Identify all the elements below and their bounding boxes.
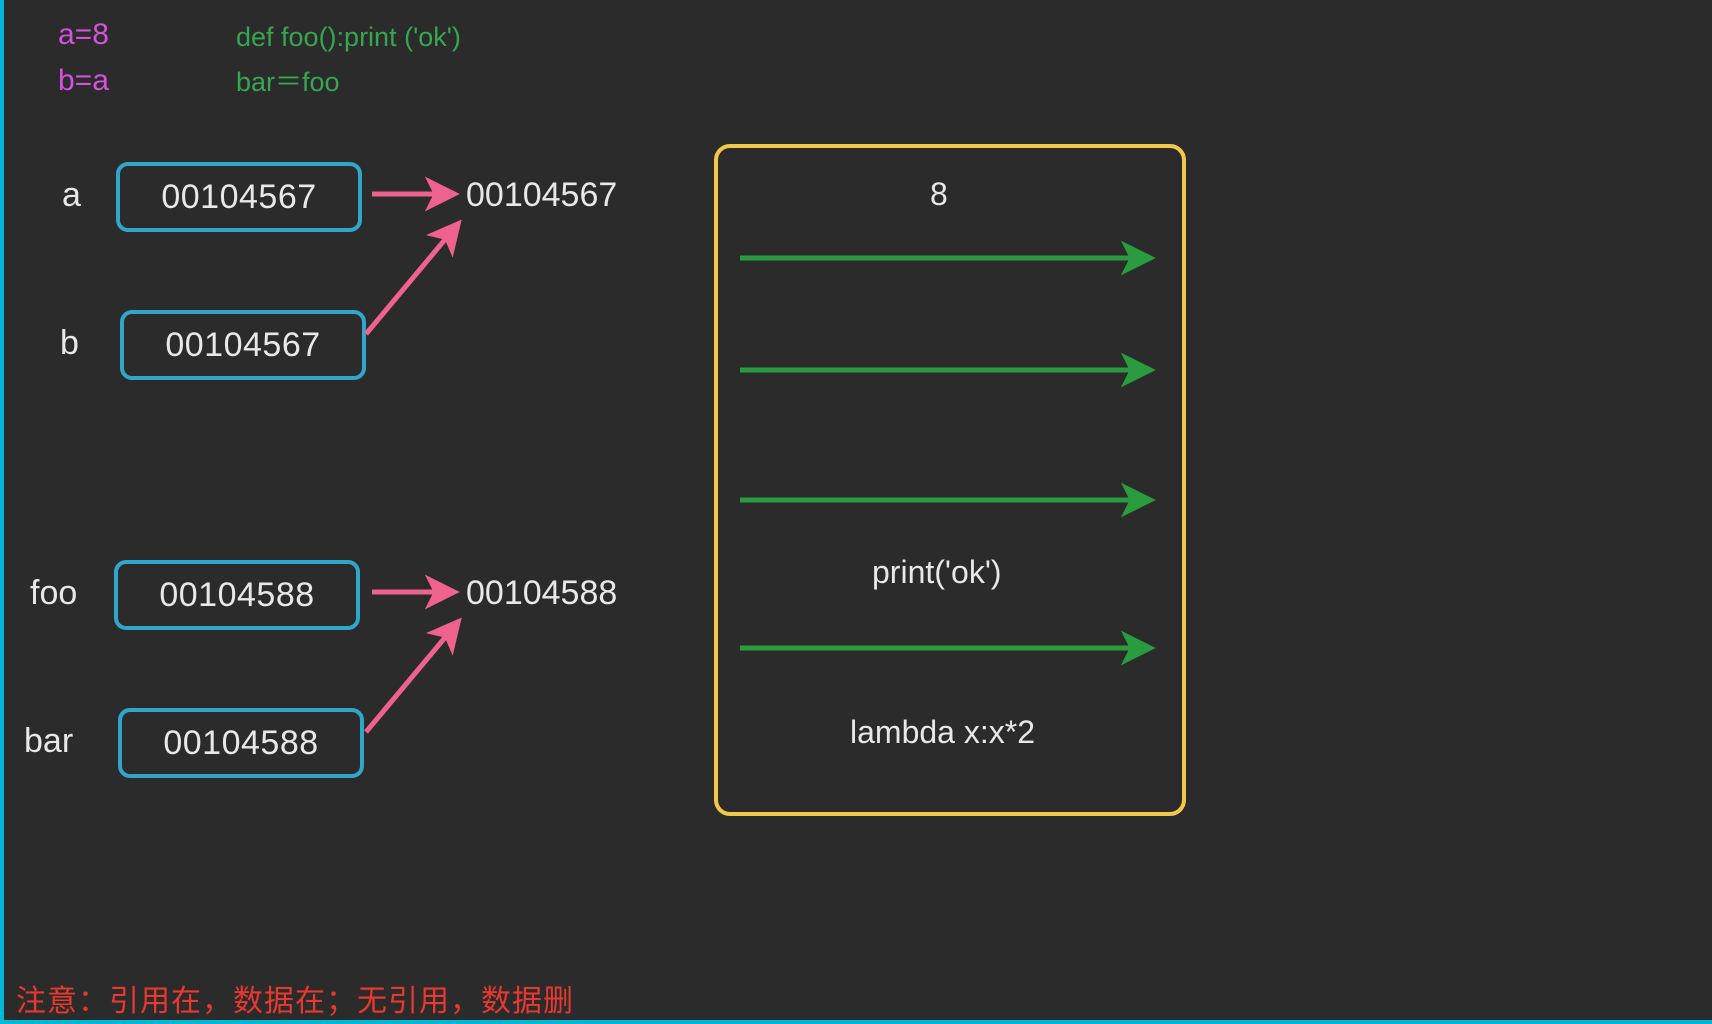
addr-box-a: 00104567 [116, 162, 362, 232]
memory-value-8: 8 [930, 176, 948, 213]
addr-box-foo: 00104588 [114, 560, 360, 630]
arrow-b-to-target [366, 224, 458, 334]
code-a-assign: a=8 [58, 18, 109, 52]
target-addr-top: 00104567 [466, 176, 617, 215]
addr-bar-value: 00104588 [163, 724, 318, 763]
memory-value-print: print('ok') [872, 554, 1002, 591]
code-def-foo: def foo():print ('ok') [236, 22, 461, 53]
arrow-bar-to-target [366, 622, 458, 732]
label-foo: foo [30, 574, 77, 613]
code-b-assign: b=a [58, 64, 109, 98]
addr-foo-value: 00104588 [159, 576, 314, 615]
label-b: b [60, 324, 79, 363]
label-bar: bar [24, 722, 73, 761]
addr-b-value: 00104567 [165, 326, 320, 365]
addr-a-value: 00104567 [161, 178, 316, 217]
frame-bottom-edge [0, 1020, 1712, 1024]
addr-box-b: 00104567 [120, 310, 366, 380]
code-bar-assign: bar＝foo [236, 60, 340, 99]
label-a: a [62, 176, 81, 215]
memory-value-lambda: lambda x:x*2 [850, 714, 1035, 751]
diagram-stage: a=8 b=a def foo():print ('ok') bar＝foo a… [0, 0, 1712, 1024]
target-addr-bottom: 00104588 [466, 574, 617, 613]
frame-left-edge [0, 0, 4, 1024]
footer-note: 注意：引用在，数据在；无引用，数据删 [16, 976, 574, 1020]
addr-box-bar: 00104588 [118, 708, 364, 778]
